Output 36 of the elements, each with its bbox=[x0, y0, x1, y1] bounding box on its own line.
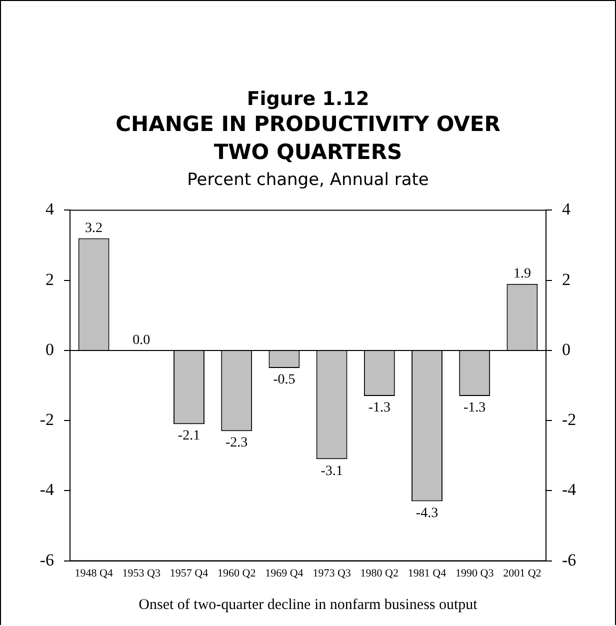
x-axis-title: Onset of two-quarter decline in nonfarm business output bbox=[138, 596, 478, 613]
data-label: -4.3 bbox=[416, 506, 438, 521]
data-label: -2.1 bbox=[178, 428, 200, 444]
data-label: -3.1 bbox=[320, 464, 343, 479]
y-tick-label: 0 bbox=[46, 340, 54, 359]
data-label: -1.3 bbox=[464, 400, 486, 416]
data-label: -2.3 bbox=[226, 436, 248, 451]
y2-tick-label: 0 bbox=[562, 340, 570, 359]
x-tick-label: 1953 Q3 bbox=[122, 567, 161, 580]
y-tick-label: -2 bbox=[40, 410, 54, 430]
y-tick-label: 4 bbox=[46, 200, 54, 219]
x-tick-label: 2001 Q2 bbox=[503, 567, 542, 580]
data-label: -0.5 bbox=[273, 372, 296, 388]
x-tick-label: 1973 Q3 bbox=[312, 567, 352, 580]
y2-tick-label: 2 bbox=[562, 270, 570, 289]
y-tick-label: 2 bbox=[46, 270, 54, 289]
y2-tick-label: -2 bbox=[562, 410, 576, 430]
x-tick-label: 1960 Q2 bbox=[218, 567, 256, 580]
x-tick-label: 1990 Q3 bbox=[456, 567, 494, 580]
x-tick-label: 1957 Q4 bbox=[170, 567, 209, 580]
y-tick-label: -4 bbox=[40, 480, 54, 500]
y2-tick-label: 4 bbox=[562, 200, 571, 219]
x-tick-label: 1969 Q4 bbox=[265, 567, 304, 580]
x-tick-label: 1980 Q2 bbox=[360, 567, 398, 580]
caption: Figure 1.12 bbox=[246, 88, 370, 110]
data-label: 3.2 bbox=[85, 220, 103, 236]
y-tick-label: -6 bbox=[40, 550, 54, 570]
y2-tick-label: -6 bbox=[562, 550, 576, 570]
y2-tick-label: -4 bbox=[562, 480, 577, 500]
x-tick-label: 1948 Q4 bbox=[74, 567, 114, 580]
data-label: 0.0 bbox=[132, 333, 150, 348]
chart-title: CHANGE IN PRODUCTIVITY OVER TWO QUARTERS bbox=[114, 111, 502, 166]
data-label: -1.3 bbox=[368, 400, 390, 416]
x-tick-label: 1981 Q4 bbox=[408, 567, 447, 580]
chart-subtitle: Percent change, Annual rate bbox=[186, 170, 430, 190]
data-label: 1.9 bbox=[513, 266, 531, 282]
